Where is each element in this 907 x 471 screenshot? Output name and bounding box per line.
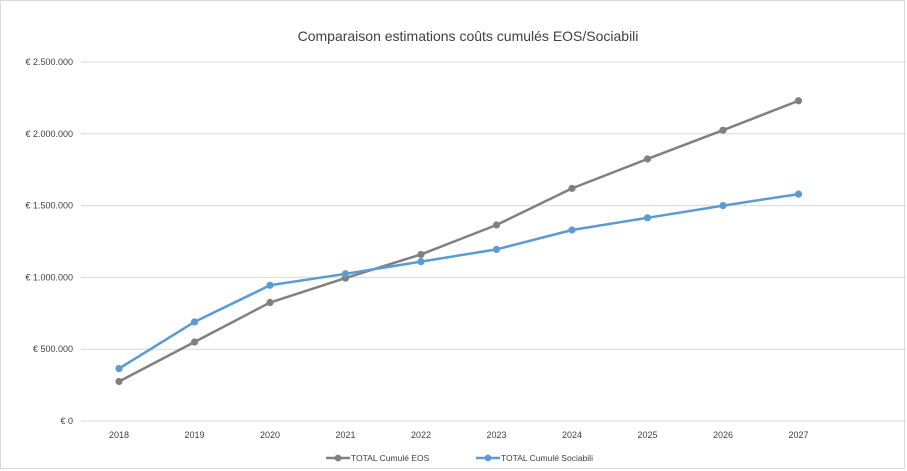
x-tick-label: 2027: [788, 430, 808, 440]
x-tick-label: 2025: [637, 430, 657, 440]
legend-swatch-marker: [334, 454, 342, 462]
legend-label: TOTAL Cumulé EOS: [351, 453, 430, 463]
data-point: [115, 377, 123, 386]
data-point: [190, 318, 199, 326]
data-point: [719, 202, 727, 210]
data-point: [341, 270, 350, 278]
y-tick-label: € 500.000: [33, 344, 73, 354]
data-point: [643, 155, 652, 163]
chart-title: Comparaison estimations coûts cumulés EO…: [298, 28, 639, 44]
y-tick-label: € 1.000.000: [25, 272, 73, 282]
legend-swatch-marker: [484, 454, 492, 462]
y-tick-label: € 2.000.000: [25, 129, 73, 139]
y-tick-label: € 0: [60, 416, 73, 426]
series-line-0: [118, 99, 799, 383]
data-point: [266, 281, 274, 289]
data-point: [568, 184, 576, 192]
data-point: [492, 245, 501, 253]
data-point: [417, 258, 425, 266]
y-tick-label: € 2.500.000: [25, 57, 73, 67]
data-point: [719, 126, 727, 134]
x-tick-label: 2018: [109, 430, 129, 440]
data-point: [643, 214, 652, 222]
data-point: [190, 338, 199, 346]
legend-label: TOTAL Cumulé Sociabili: [501, 453, 593, 463]
data-point: [115, 364, 123, 373]
x-tick-label: 2022: [411, 430, 431, 440]
x-tick-label: 2020: [260, 430, 280, 440]
series-line-1: [118, 192, 799, 370]
x-axis-tick-labels: 2018 2019 2020 2021 2022 2023 2024 2025 2026 2027: [109, 430, 809, 440]
x-tick-label: 2024: [562, 430, 582, 440]
data-point: [568, 226, 576, 234]
data-point: [417, 250, 425, 259]
y-tick-label: € 1.500.000: [25, 201, 73, 211]
data-point: [492, 221, 501, 229]
data-point: [794, 190, 803, 198]
x-tick-label: 2021: [335, 430, 355, 440]
data-point: [794, 97, 803, 105]
x-tick-label: 2026: [713, 430, 733, 440]
x-tick-label: 2023: [486, 430, 506, 440]
y-axis-tick-labels: € 0 € 500.000 € 1.000.000 € 1.500.000 € 2.00…: [25, 57, 73, 426]
series-lines: [115, 97, 803, 386]
legend: TOTAL Cumulé EOS TOTAL Cumulé Sociabili: [326, 453, 593, 463]
x-tick-label: 2019: [184, 430, 204, 440]
gridlines: [81, 61, 906, 422]
data-point: [266, 298, 274, 307]
